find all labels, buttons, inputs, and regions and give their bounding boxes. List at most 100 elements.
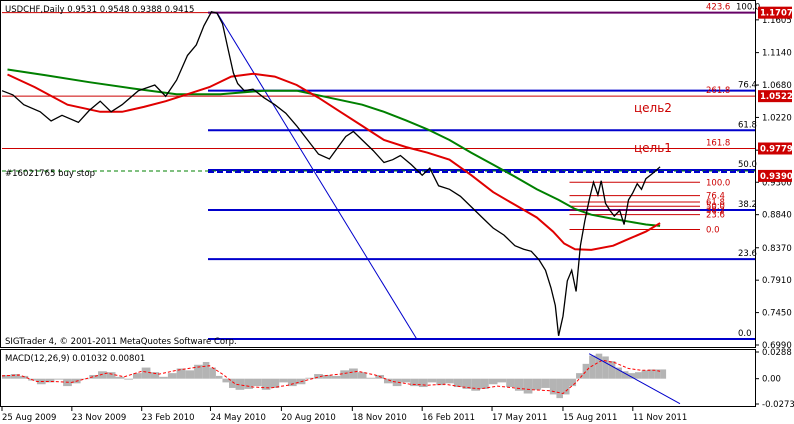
moving-average-red bbox=[7, 72, 661, 251]
price-axis-label: 0.8840 bbox=[762, 211, 792, 221]
fib-level-label: 38.2 bbox=[738, 200, 757, 210]
price-axis-label: 0.9300 bbox=[762, 178, 792, 188]
macd-histogram-bar bbox=[209, 367, 216, 379]
time-axis-label: 11 Nov 2011 bbox=[633, 413, 687, 423]
macd-histogram-bar bbox=[541, 378, 550, 388]
macd-histogram-bar bbox=[576, 373, 583, 379]
macd-histogram-bar bbox=[141, 367, 151, 379]
fib-level-label: 61.8 bbox=[738, 120, 757, 130]
macd-histogram-bar bbox=[532, 378, 542, 390]
time-axis-label: 23 Nov 2009 bbox=[72, 413, 126, 423]
macd-histogram-bar bbox=[222, 378, 230, 383]
macd-histogram-bar bbox=[427, 378, 437, 383]
time-axis-label: 16 Feb 2011 bbox=[422, 413, 475, 423]
fib-level-label: 100.0 bbox=[736, 3, 760, 13]
macd-histogram-bar bbox=[314, 374, 323, 379]
price-axis-label: 1.1605 bbox=[762, 16, 792, 26]
macd-histogram-bar bbox=[98, 371, 107, 379]
macd-signal-line bbox=[1, 359, 661, 395]
macd-histogram-bar bbox=[357, 372, 367, 379]
fib-level-label: 76.4 bbox=[738, 81, 757, 91]
macd-histogram-bar bbox=[506, 378, 515, 388]
macd-label: MACD(12,26,9) 0.01032 0.00801 bbox=[5, 354, 145, 364]
macd-histogram-bar bbox=[2, 374, 11, 379]
macd-histogram-bar bbox=[340, 370, 350, 379]
price-tag-label: 0.9779 bbox=[760, 145, 793, 155]
macd-histogram-bar bbox=[235, 378, 245, 390]
price-tag-label: 0.9390 bbox=[760, 172, 793, 182]
price-axis-label: 1.0220 bbox=[762, 113, 792, 123]
price-tag-box bbox=[758, 169, 792, 182]
price-axis: 1.16051.11401.06801.02200.97550.93000.88… bbox=[755, 16, 792, 351]
price-series-group bbox=[1, 11, 661, 336]
fib-level-label: 0.0 bbox=[738, 329, 752, 339]
macd-histogram-bar bbox=[331, 375, 341, 379]
price-tag-box bbox=[758, 6, 792, 19]
small-fib-label: 23.6 bbox=[706, 211, 725, 221]
macd-histogram-bar bbox=[641, 370, 649, 379]
macd-histogram-bar bbox=[176, 368, 186, 379]
macd-histogram-bar bbox=[471, 378, 481, 391]
macd-histogram-bar bbox=[436, 378, 446, 386]
macd-histogram-bar bbox=[648, 369, 655, 379]
macd-histogram-bar bbox=[497, 378, 507, 383]
time-axis-label: 24 May 2010 bbox=[210, 413, 265, 423]
macd-histogram-bar bbox=[628, 373, 635, 379]
small-fib-label: 38.2 bbox=[706, 206, 725, 216]
price-tag-box bbox=[758, 142, 792, 155]
fib-level-label: 423.6 bbox=[706, 3, 730, 13]
fib-level-label: 161.8 bbox=[706, 139, 730, 149]
time-axis-label: 23 Feb 2010 bbox=[142, 413, 195, 423]
macd-histogram-bar bbox=[562, 378, 570, 395]
macd-histogram-bar bbox=[383, 378, 393, 384]
fib-level-label: 23.6 bbox=[738, 249, 757, 259]
time-axis-label: 17 May 2011 bbox=[492, 413, 547, 423]
price-axis-label: 0.8370 bbox=[762, 244, 792, 254]
macd-histogram-bar bbox=[462, 378, 472, 389]
macd-histogram-bar bbox=[287, 378, 297, 387]
macd-histogram-bar bbox=[261, 378, 271, 390]
price-axis-label: 0.6990 bbox=[762, 341, 792, 351]
time-axis-label: 15 Aug 2011 bbox=[563, 413, 617, 423]
macd-histogram-bar bbox=[10, 374, 20, 379]
macd-histogram-bar bbox=[418, 378, 428, 388]
macd-histogram-bar bbox=[124, 378, 133, 380]
fib-trendline bbox=[216, 12, 418, 340]
macd-histogram-bar bbox=[45, 378, 55, 383]
price-tag-label: 1.0522 bbox=[760, 92, 793, 102]
price-tag-label: 1.1707 bbox=[760, 9, 793, 19]
macd-histogram-bar bbox=[608, 361, 616, 379]
macd-histogram-bar bbox=[569, 378, 577, 387]
macd-histogram-bar bbox=[615, 367, 622, 379]
macd-histogram-bar bbox=[549, 378, 557, 395]
macd-histogram-bar bbox=[523, 378, 533, 394]
price-axis-label: 0.7910 bbox=[762, 276, 792, 286]
macd-histogram-bar bbox=[621, 371, 629, 379]
macd-histogram-bar bbox=[392, 378, 402, 387]
macd-histogram-bar bbox=[514, 378, 524, 391]
time-axis-label: 20 Aug 2010 bbox=[281, 413, 335, 423]
macd-histogram-bar bbox=[401, 378, 411, 383]
order-label: #16021765 buy stop bbox=[5, 169, 95, 179]
macd-axis-label: 0.00 bbox=[762, 375, 781, 385]
macd-histogram-bar bbox=[270, 378, 280, 388]
macd-histogram-bar bbox=[480, 378, 489, 389]
macd-histogram-bar bbox=[106, 372, 116, 379]
price-axis-label: 0.7450 bbox=[762, 309, 792, 319]
time-axis-label: 18 Nov 2010 bbox=[352, 413, 406, 423]
target-label-2: цель2 bbox=[634, 101, 672, 115]
price-axis-label: 1.1140 bbox=[762, 49, 792, 59]
macd-trendline bbox=[588, 353, 681, 405]
macd-histogram-bar bbox=[185, 370, 195, 379]
time-axis-label: 25 Aug 2009 bbox=[2, 413, 56, 423]
fib-level-label: 50.0 bbox=[738, 160, 757, 170]
macd-histogram-bar bbox=[215, 375, 223, 379]
macd-histogram-bar bbox=[322, 374, 332, 379]
macd-histogram-bar bbox=[253, 378, 262, 387]
small-fib-label: 0.0 bbox=[706, 225, 720, 235]
macd-histogram-bar bbox=[132, 373, 142, 379]
small-fib-label: 50.0 bbox=[706, 202, 725, 212]
macd-histogram-bar bbox=[150, 372, 160, 379]
